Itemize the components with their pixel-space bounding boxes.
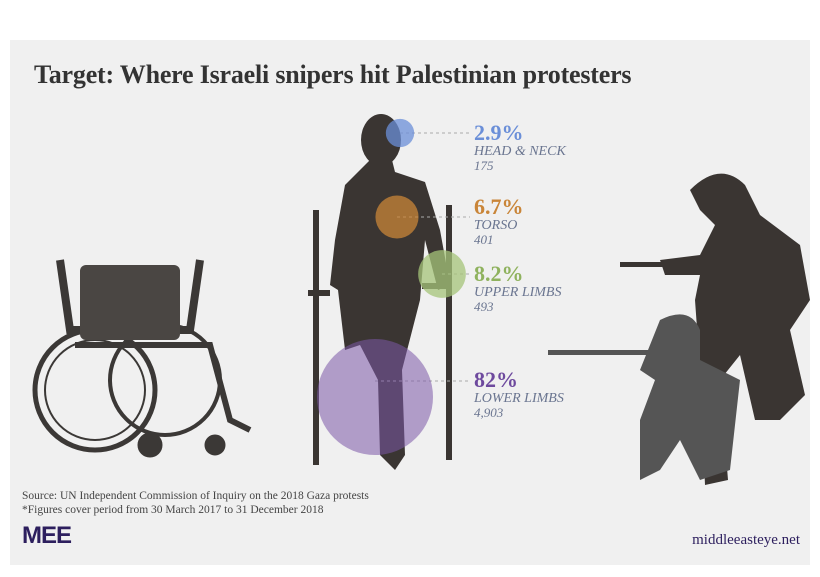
value-label: 6.7% <box>474 194 524 219</box>
category-label: LOWER LIMBS <box>474 391 564 406</box>
bubble-head-neck <box>385 118 415 148</box>
value-label: 82% <box>474 367 518 392</box>
wheelchair-icon <box>32 259 252 458</box>
site-link[interactable]: middleeasteye.net <box>692 532 800 548</box>
source-note: Source: UN Independent Commission of Inq… <box>22 490 369 502</box>
soldiers-silhouette <box>548 173 810 486</box>
page-title: Target: Where Israeli snipers hit Palest… <box>34 60 632 89</box>
count-label: 493 <box>474 299 494 314</box>
category-label: TORSO <box>474 218 518 233</box>
bubble-lower-limbs <box>317 339 433 455</box>
count-label: 4,903 <box>474 405 504 420</box>
bubble-upper-limbs <box>418 250 466 298</box>
label-lower-limbs: 82% LOWER LIMBS 4,903 <box>474 369 564 420</box>
period-note: *Figures cover period from 30 March 2017… <box>22 504 324 516</box>
category-label: HEAD & NECK <box>474 144 566 159</box>
count-label: 401 <box>474 232 494 247</box>
bubble-torso <box>375 195 419 239</box>
category-label: UPPER LIMBS <box>474 285 562 300</box>
label-head-neck: 2.9% HEAD & NECK 175 <box>474 122 566 173</box>
value-label: 2.9% <box>474 120 524 145</box>
mee-logo: MEE <box>22 522 72 549</box>
count-label: 175 <box>474 158 494 173</box>
label-torso: 6.7% TORSO 401 <box>474 196 524 247</box>
label-upper-limbs: 8.2% UPPER LIMBS 493 <box>474 263 561 314</box>
value-label: 8.2% <box>474 261 524 286</box>
